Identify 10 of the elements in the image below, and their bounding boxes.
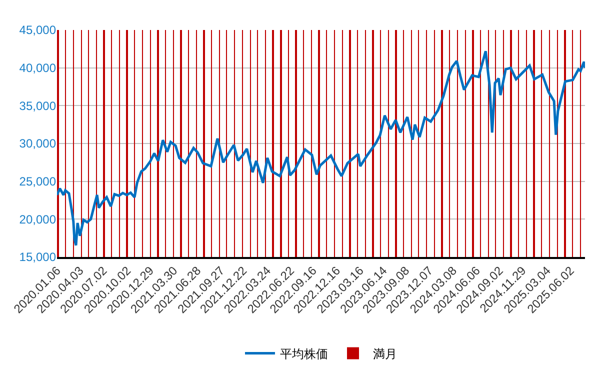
y-tick-label: 15,000: [19, 250, 56, 264]
legend-label: 満月: [373, 346, 397, 361]
legend-label: 平均株価: [280, 346, 328, 361]
line-series: [57, 50, 585, 247]
y-tick-label: 30,000: [19, 136, 56, 151]
y-tick-label: 45,000: [19, 23, 56, 38]
y-tick-label: 40,000: [19, 61, 56, 76]
y-tick-label: 25,000: [19, 174, 56, 189]
y-tick-label: 35,000: [19, 98, 56, 113]
y-tick-label: 20,000: [19, 212, 56, 226]
